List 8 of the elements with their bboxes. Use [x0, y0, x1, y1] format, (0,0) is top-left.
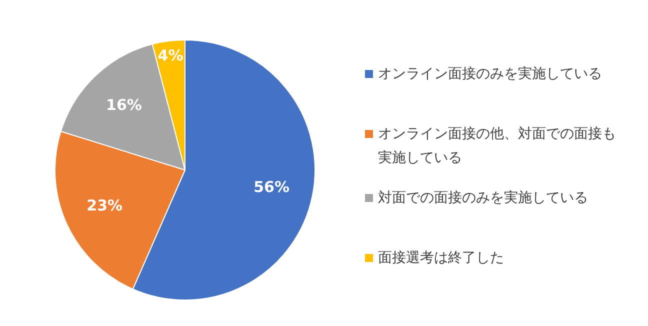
legend-label: 対面での面接のみを実施している: [378, 189, 588, 208]
legend-label: 面接選考は終了した: [378, 249, 504, 268]
legend-label: オンライン面接のみを実施している: [378, 65, 602, 84]
data-label: 56%: [254, 178, 290, 196]
data-label: 16%: [106, 96, 142, 114]
data-label: 23%: [86, 196, 123, 215]
legend-label: オンライン面接の他、対面での面接も実施している: [378, 125, 617, 168]
data-label: 4%: [158, 46, 184, 64]
